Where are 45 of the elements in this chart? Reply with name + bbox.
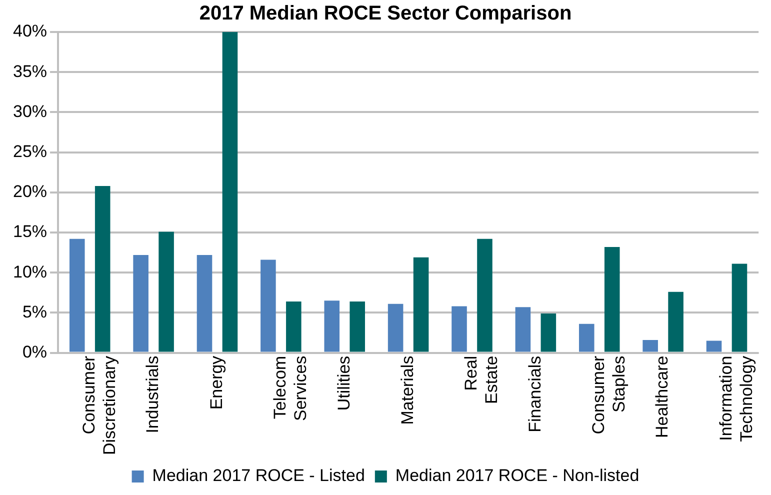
bar xyxy=(286,301,302,352)
bar xyxy=(350,301,365,352)
bar xyxy=(69,238,85,352)
bar xyxy=(732,264,748,352)
y-tick-label: 20% xyxy=(12,182,48,202)
bar xyxy=(260,260,276,352)
bar xyxy=(413,257,429,352)
bar xyxy=(452,306,467,352)
bar xyxy=(515,307,531,352)
bar xyxy=(158,232,174,352)
y-tick-label: 0% xyxy=(22,342,48,362)
bar xyxy=(196,254,212,352)
x-tick-label: Industrials xyxy=(143,356,162,434)
x-tick-label: Consumer Staples xyxy=(589,355,628,434)
bar xyxy=(94,186,110,352)
x-tick-label: Telecom Services xyxy=(270,356,310,421)
bar xyxy=(578,324,594,352)
bar xyxy=(477,238,492,352)
y-tick-label: 25% xyxy=(12,142,48,161)
y-tick-label: 15% xyxy=(12,222,48,242)
legend-label: Median 2017 ROCE - Non-listed xyxy=(395,466,640,486)
x-tick-label: Energy xyxy=(206,355,226,410)
x-tick-label: Information Technology xyxy=(716,355,756,442)
y-tick-label: 10% xyxy=(12,262,48,282)
bar xyxy=(388,304,404,352)
chart-title: 2017 Median ROCE Sector Comparison xyxy=(199,2,572,25)
x-tick-label: Utilities xyxy=(334,356,354,411)
x-tick-label: Materials xyxy=(398,356,417,425)
bar xyxy=(540,314,556,352)
bar xyxy=(642,340,658,352)
bar xyxy=(222,32,238,352)
bar xyxy=(706,340,722,352)
x-tick-label: Healthcare xyxy=(652,356,672,438)
y-tick-label: 35% xyxy=(12,62,48,81)
bar xyxy=(668,292,684,352)
y-tick-label: 5% xyxy=(22,302,48,322)
x-tick-label: Consumer Discretionary xyxy=(80,355,119,456)
y-tick-label: 40% xyxy=(12,22,48,41)
bar xyxy=(324,300,340,352)
legend-label: Median 2017 ROCE - Listed xyxy=(152,466,365,486)
bar xyxy=(133,254,148,352)
x-tick-label: Financials xyxy=(525,356,544,432)
y-tick-label: 30% xyxy=(12,102,48,121)
bar xyxy=(604,246,620,352)
x-tick-label: Real Estate xyxy=(462,356,502,404)
